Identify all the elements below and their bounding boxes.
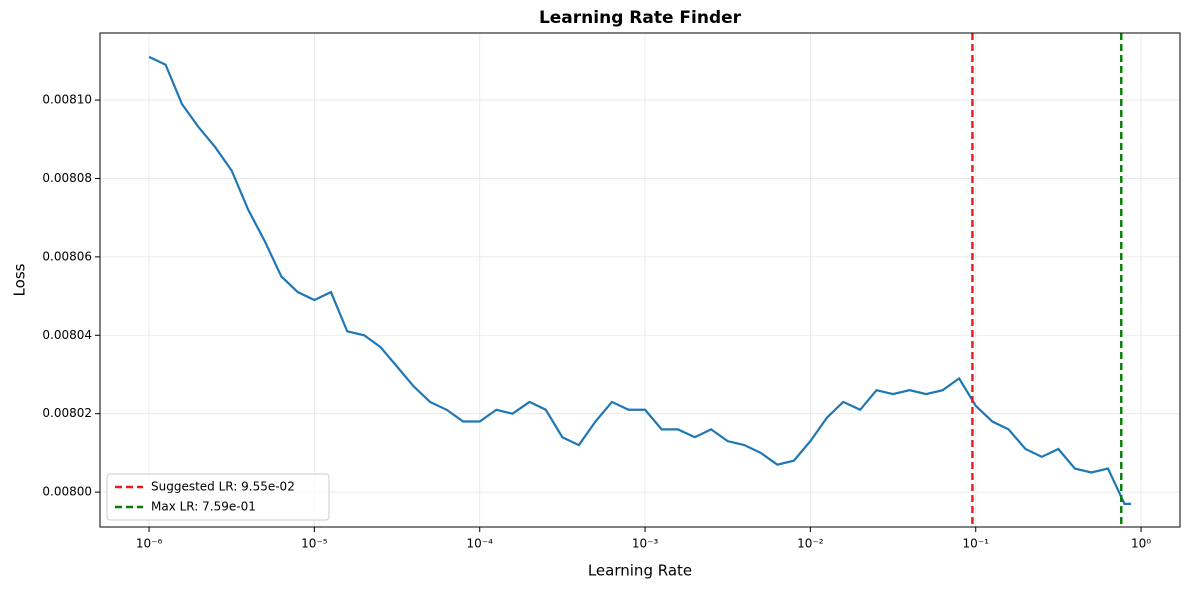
y-tick-label: 0.00800 bbox=[42, 485, 92, 499]
legend-label: Max LR: 7.59e-01 bbox=[151, 500, 256, 514]
legend-box bbox=[106, 473, 330, 521]
x-tick-label: 10⁻³ bbox=[632, 537, 659, 551]
x-axis-label: Learning Rate bbox=[588, 562, 692, 580]
loss-line bbox=[148, 55, 1132, 505]
chart-title: Learning Rate Finder bbox=[539, 8, 742, 28]
x-tick-label: 10⁻⁴ bbox=[467, 537, 494, 551]
x-tick-label: 10⁻² bbox=[797, 537, 824, 551]
legend-label: Suggested LR: 9.55e-02 bbox=[151, 480, 295, 494]
x-tick-label: 10⁻¹ bbox=[963, 537, 990, 551]
y-tick-label: 0.00808 bbox=[42, 171, 92, 185]
x-tick-label: 10⁰ bbox=[1131, 537, 1151, 551]
x-tick-label: 10⁻⁶ bbox=[136, 537, 163, 551]
y-tick-label: 0.00810 bbox=[42, 93, 92, 107]
y-tick-label: 0.00806 bbox=[42, 249, 92, 263]
y-tick-label: 0.00804 bbox=[42, 328, 92, 342]
y-tick-label: 0.00802 bbox=[42, 406, 92, 420]
plot-frame bbox=[99, 32, 1181, 528]
x-tick-label: 10⁻⁵ bbox=[301, 537, 328, 551]
y-axis-label: Loss bbox=[11, 263, 29, 296]
